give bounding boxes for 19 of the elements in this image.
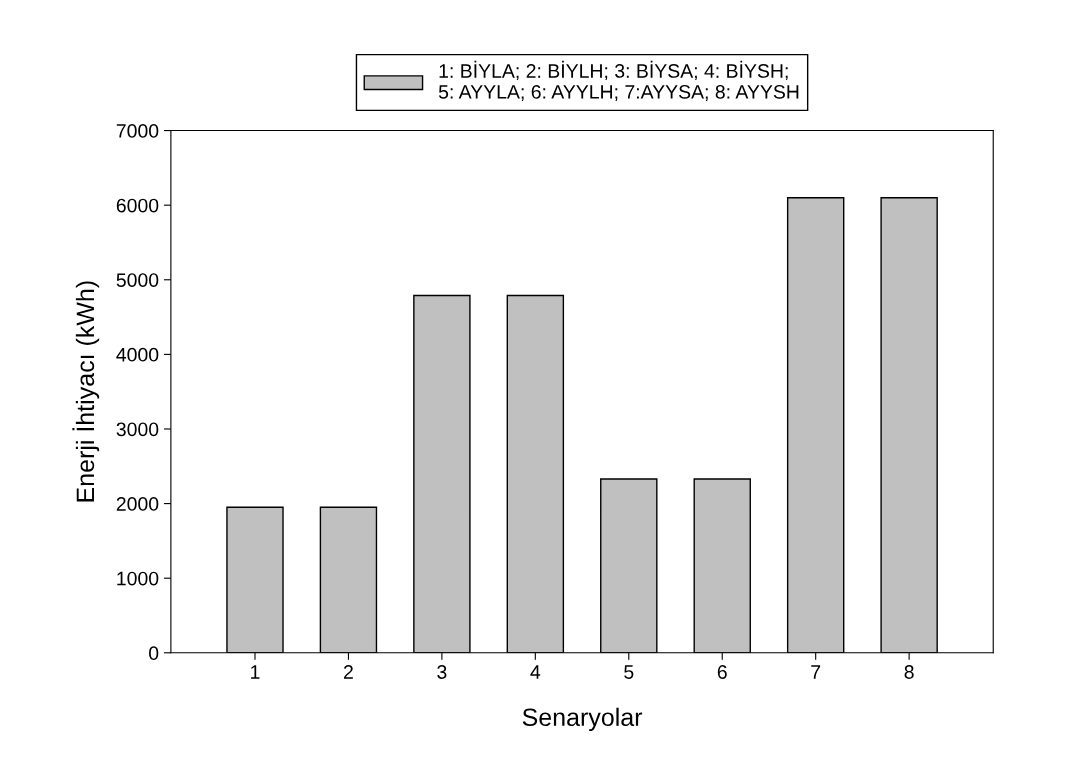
x-tick-label: 5: [624, 665, 634, 679]
y-tick-label: 7000: [116, 124, 159, 138]
x-tick-label: 7: [811, 665, 821, 679]
y-axis-title: Enerji İhtiyacı (kWh): [72, 281, 100, 502]
x-axis-title: Senaryolar: [522, 707, 643, 732]
y-tick-label: 5000: [116, 273, 159, 288]
y-tick-label: 0: [149, 646, 159, 661]
y-tick-label: 3000: [116, 422, 159, 437]
y-tick-label: 4000: [116, 347, 159, 362]
y-tick-label: 2000: [116, 497, 159, 511]
y-tick-label: 6000: [116, 198, 159, 213]
legend-label: 1: BİYLA; 2: BİYLH; 3: BİYSA; 4: BİYSH; 5: AYYLA; 6: AYYLH; 7:AYYSA; 8: AYYSH: [438, 60, 799, 102]
x-tick-label: 8: [904, 665, 914, 679]
x-tick-label: 2: [344, 665, 353, 679]
x-tick-label: 4: [530, 665, 541, 679]
x-tick-label: 6: [717, 665, 727, 679]
y-tick-label: 1000: [117, 571, 159, 586]
x-tick-label: 3: [437, 665, 447, 679]
x-tick-label: 1: [251, 665, 260, 679]
